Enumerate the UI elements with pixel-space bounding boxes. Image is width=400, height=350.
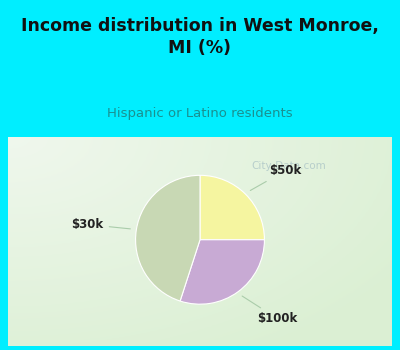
Wedge shape [180,240,264,304]
Wedge shape [136,175,200,301]
Wedge shape [200,175,264,240]
Text: City-Data.com: City-Data.com [251,161,326,171]
Text: $100k: $100k [242,296,298,325]
Text: $30k: $30k [72,218,130,231]
Text: $50k: $50k [250,164,301,190]
Text: Income distribution in West Monroe,
MI (%): Income distribution in West Monroe, MI (… [21,17,379,57]
Text: Hispanic or Latino residents: Hispanic or Latino residents [107,106,293,120]
